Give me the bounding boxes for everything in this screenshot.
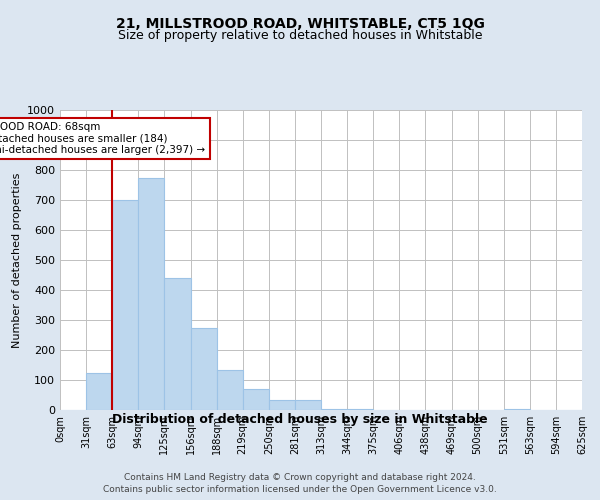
Bar [321, 408, 347, 410]
Bar [86, 372, 112, 410]
Bar [295, 400, 321, 410]
Text: Contains HM Land Registry data © Crown copyright and database right 2024.: Contains HM Land Registry data © Crown c… [124, 472, 476, 482]
Text: Distribution of detached houses by size in Whitstable: Distribution of detached houses by size … [112, 412, 488, 426]
Bar [347, 408, 373, 410]
Bar [217, 370, 243, 410]
Bar [139, 178, 164, 410]
Bar [191, 328, 217, 410]
Text: Contains public sector information licensed under the Open Government Licence v3: Contains public sector information licen… [103, 485, 497, 494]
Bar [504, 408, 530, 410]
Text: 21, MILLSTROOD ROAD, WHITSTABLE, CT5 1QG: 21, MILLSTROOD ROAD, WHITSTABLE, CT5 1QG [116, 18, 484, 32]
Bar [243, 389, 269, 410]
Bar [269, 400, 295, 410]
Bar [164, 278, 191, 410]
Bar [112, 200, 139, 410]
Y-axis label: Number of detached properties: Number of detached properties [11, 172, 22, 348]
Text: Size of property relative to detached houses in Whitstable: Size of property relative to detached ho… [118, 29, 482, 42]
Text: 21 MILLSTROOD ROAD: 68sqm
← 7% of detached houses are smaller (184)
93% of semi-: 21 MILLSTROOD ROAD: 68sqm ← 7% of detach… [0, 122, 206, 155]
